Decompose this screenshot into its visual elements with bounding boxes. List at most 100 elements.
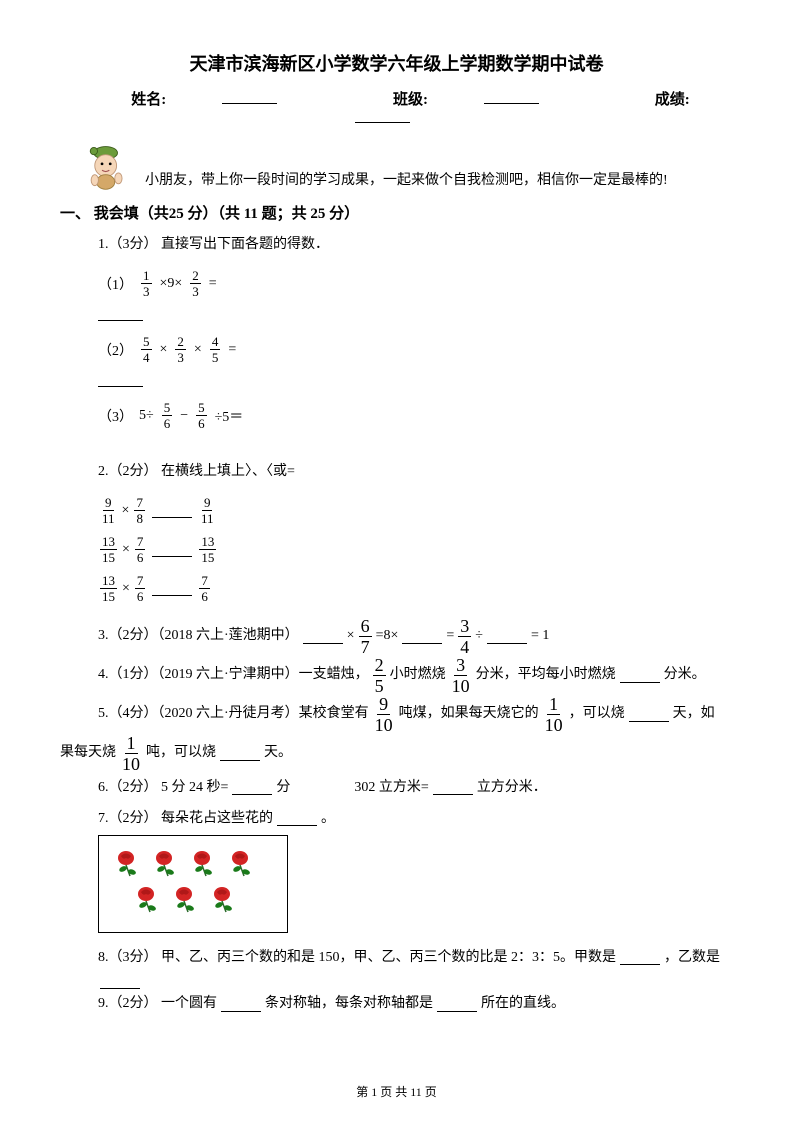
txt: 天，如 (673, 699, 715, 730)
q8: 8.（3分） 甲、乙、丙三个数的和是 150，甲、乙、丙三个数的比是 2：3：5… (98, 943, 733, 990)
frac: 45 (210, 335, 221, 364)
q3-blank3[interactable] (487, 630, 527, 644)
greeting-text: 小朋友，带上你一段时间的学习成果，一起来做个自我检测吧，相信你一定是最棒的! (145, 169, 668, 192)
class-label: 班级: (393, 92, 428, 108)
txt: 天。 (264, 738, 292, 769)
q3-prefix: 3.（2分）（2018 六上·莲池期中） (98, 621, 299, 652)
q6-blank2[interactable] (433, 781, 473, 795)
q5-prefix: 5.（4分）（2020 六上·丹徒月考）某校食堂有 (98, 699, 369, 730)
q3-blank1[interactable] (303, 630, 343, 644)
q1p1-answer-blank[interactable] (98, 320, 143, 321)
rose-icon (189, 848, 219, 878)
frac: 1315 (199, 535, 216, 564)
q5-line1: 5.（4分）（2020 六上·丹徒月考）某校食堂有 910 吨煤，如果每天烧它的… (98, 695, 733, 734)
rose-icon (209, 884, 239, 914)
q9: 9.（2分） 一个圆有 条对称轴，每条对称轴都是 所在的直线。 (98, 989, 733, 1020)
page-title: 天津市滨海新区小学数学六年级上学期数学期中试卷 (60, 50, 733, 76)
q5-blank1[interactable] (629, 708, 669, 722)
q9-blank1[interactable] (221, 998, 261, 1012)
txt: 吨，可以烧 (146, 738, 216, 769)
txt: 分米。 (664, 660, 706, 691)
score-blank[interactable] (355, 109, 410, 123)
q6: 6.（2分） 5 分 24 秒= 分 302 立方米= 立方分米． (98, 773, 733, 804)
q1p2-answer-blank[interactable] (98, 386, 143, 387)
name-blank[interactable] (222, 90, 277, 104)
txt: 小时燃烧 (390, 660, 446, 691)
op: × (160, 342, 168, 358)
txt: 。 (321, 804, 335, 835)
q2r2-blank[interactable] (152, 543, 192, 557)
frac: 23 (175, 335, 186, 364)
frac: 110 (120, 734, 142, 773)
q2-row2: 1315 × 76 1315 (98, 535, 733, 564)
rose-icon (133, 884, 163, 914)
op: × (347, 621, 355, 652)
txt: 302 立方米= (354, 773, 428, 804)
q1-part3: （3） 5÷ 56 − 56 ÷5＝ (98, 401, 733, 430)
q9-blank2[interactable] (437, 998, 477, 1012)
eq: = (209, 276, 217, 292)
frac: 110 (543, 695, 565, 734)
q1-part1: （1） 13 ×9× 23 = (98, 269, 733, 298)
op: × (122, 581, 130, 597)
flower-row-1 (113, 848, 273, 878)
q1-stem: 1.（3分） 直接写出下面各题的得数． (98, 231, 733, 259)
q8-blank2[interactable] (100, 975, 140, 989)
frac: 76 (199, 574, 210, 603)
q5-blank2[interactable] (220, 747, 260, 761)
header-fields: 姓名: 班级: 成绩: (60, 88, 733, 128)
txt: 6.（2分） 5 分 24 秒= (98, 773, 228, 804)
frac: 76 (135, 535, 146, 564)
frac: 56 (162, 401, 173, 430)
txt: 吨煤，如果每天烧它的 (399, 699, 539, 730)
txt: =8× (376, 621, 399, 652)
frac: 910 (373, 695, 395, 734)
q4-prefix: 4.（1分）（2019 六上·宁津期中）一支蜡烛， (98, 660, 369, 691)
frac: 67 (359, 617, 372, 656)
txt: ，可以烧 (569, 699, 625, 730)
q5-line2: 果每天烧 110 吨，可以烧 天。 (60, 734, 733, 773)
name-label: 姓名: (131, 92, 166, 108)
frac: 25 (373, 656, 386, 695)
q3-blank2[interactable] (402, 630, 442, 644)
frac: 34 (458, 617, 471, 656)
q7-blank[interactable] (277, 812, 317, 826)
q4-blank[interactable] (620, 669, 660, 683)
flower-row-2 (133, 884, 273, 914)
frac: 1315 (100, 535, 117, 564)
frac: 23 (190, 269, 201, 298)
q6-blank1[interactable] (232, 781, 272, 795)
frac: 54 (141, 335, 152, 364)
txt: 条对称轴，每条对称轴都是 (265, 989, 433, 1020)
txt: = (446, 621, 454, 652)
child-avatar-icon (80, 142, 135, 192)
q2r3-blank[interactable] (152, 582, 192, 596)
op: ÷ (475, 621, 483, 652)
frac: 911 (199, 496, 216, 525)
q3: 3.（2分）（2018 六上·莲池期中） × 67 =8× = 34 ÷ = 1 (98, 617, 733, 656)
rose-icon (151, 848, 181, 878)
q2-row3: 1315 × 76 76 (98, 574, 733, 603)
frac: 13 (141, 269, 152, 298)
op: ×9× (160, 276, 183, 292)
txt: 8.（3分） 甲、乙、丙三个数的和是 150，甲、乙、丙三个数的比是 2：3：5… (98, 943, 616, 974)
frac: 56 (196, 401, 207, 430)
frac: 76 (135, 574, 146, 603)
q2r1-blank[interactable] (152, 504, 192, 518)
txt: 5÷ (139, 408, 154, 424)
q8-blank1[interactable] (620, 951, 660, 965)
rose-icon (113, 848, 143, 878)
q1p3-prefix: （3） (98, 406, 133, 426)
class-blank[interactable] (484, 90, 539, 104)
frac: 1315 (100, 574, 117, 603)
txt: = 1 (531, 621, 549, 652)
txt: 9.（2分） 一个圆有 (98, 989, 217, 1020)
eq: = (228, 342, 236, 358)
q4: 4.（1分）（2019 六上·宁津期中）一支蜡烛， 25 小时燃烧 310 分米… (98, 656, 733, 695)
frac: 310 (450, 656, 472, 695)
q1-part2: （2） 54 × 23 × 45 = (98, 335, 733, 364)
score-label: 成绩: (655, 92, 690, 108)
op: − (180, 408, 188, 424)
op: × (122, 542, 130, 558)
txt: 分 (276, 773, 290, 804)
